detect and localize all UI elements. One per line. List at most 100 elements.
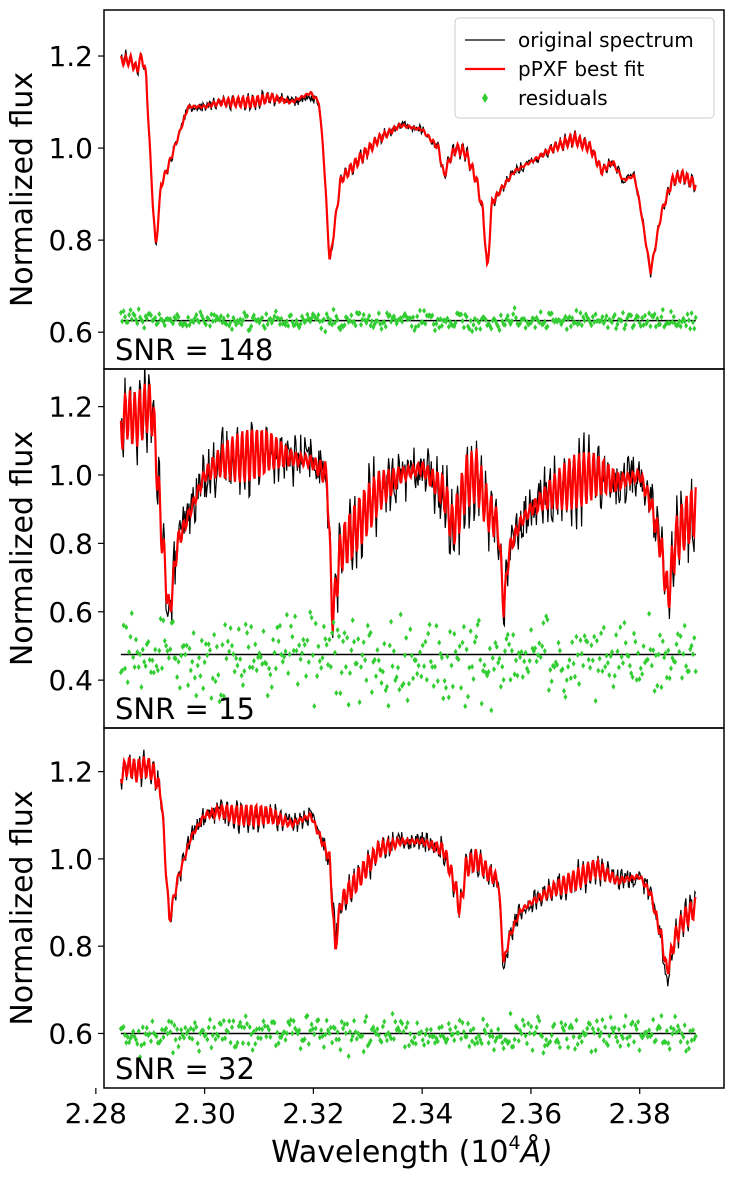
residual-point (291, 647, 296, 654)
residual-point (574, 1017, 579, 1024)
residual-point (183, 1024, 188, 1031)
residual-point (273, 308, 278, 315)
residual-point (231, 651, 236, 658)
residual-point (239, 1023, 244, 1030)
residual-point (538, 654, 543, 661)
residual-point (273, 665, 278, 672)
residual-point (590, 313, 595, 320)
residual-point (273, 1042, 278, 1049)
residual-point (423, 1031, 428, 1038)
residual-point (522, 658, 527, 665)
residual-point (673, 1013, 678, 1020)
residual-point (689, 642, 694, 649)
residual-point (476, 319, 481, 326)
residual-point (343, 1030, 348, 1037)
residual-point (238, 656, 243, 663)
residual-point (192, 674, 197, 681)
residual-point (198, 673, 203, 679)
residual-point (143, 663, 148, 670)
residual-point (251, 312, 256, 319)
residual-point (471, 676, 476, 682)
residual-point (151, 669, 156, 676)
residual-point (361, 311, 366, 318)
x-tick-label: 2.28 (65, 1097, 127, 1130)
residual-point (461, 623, 466, 630)
residual-point (192, 1019, 197, 1026)
residual-point (659, 1012, 664, 1019)
residual-point (420, 1037, 425, 1043)
residual-point (408, 315, 413, 322)
residual-point (208, 647, 212, 654)
residual-point (619, 653, 624, 660)
residual-point (489, 325, 494, 332)
residual-point (627, 662, 632, 669)
residual-point (209, 1044, 214, 1051)
residual-point (563, 313, 568, 320)
residual-point (319, 325, 324, 332)
residual-point (161, 617, 166, 624)
residual-point (621, 1035, 625, 1042)
residual-point (385, 1037, 389, 1044)
x-tick-label: 2.38 (609, 1097, 671, 1130)
y-tick-label: 1.2 (48, 391, 93, 424)
residual-point (419, 1028, 424, 1035)
residual-point (463, 703, 468, 710)
residual-point (354, 660, 359, 667)
residual-point (369, 689, 374, 696)
residual-point (394, 674, 399, 681)
residual-point (600, 1016, 605, 1023)
residual-point (289, 1017, 293, 1023)
residual-point (452, 630, 457, 637)
residual-point (365, 622, 370, 629)
residual-point (268, 671, 273, 678)
residual-point (453, 319, 458, 326)
residual-point (402, 1043, 407, 1050)
residual-point (537, 319, 542, 326)
residual-point (472, 639, 477, 645)
residual-point (389, 618, 394, 625)
residual-point (512, 1036, 517, 1043)
residual-point (570, 639, 575, 646)
residual-point (339, 1018, 344, 1025)
residual-point (540, 1033, 545, 1040)
snr-annotation: SNR = 148 (115, 333, 273, 367)
residual-point (221, 315, 226, 322)
residual-point (427, 1032, 432, 1039)
residual-point (354, 1035, 359, 1042)
residual-point (382, 1018, 387, 1025)
residual-point (498, 683, 503, 690)
residual-point (153, 646, 158, 653)
residual-point (120, 318, 125, 325)
residual-point (249, 323, 254, 330)
residual-point (533, 645, 538, 652)
residual-point (310, 1026, 315, 1032)
residual-point (681, 1034, 686, 1040)
residual-point (472, 315, 477, 322)
residual-point (467, 325, 472, 332)
residual-point (577, 319, 582, 326)
y-tick-label: 1.0 (48, 459, 93, 492)
residual-point (612, 672, 617, 679)
residual-point (144, 316, 149, 322)
residual-point (271, 636, 276, 643)
residual-point (197, 319, 202, 326)
residual-point (262, 1023, 267, 1029)
residual-point (352, 1017, 357, 1024)
residual-point (456, 656, 461, 663)
residual-point (284, 1030, 289, 1037)
residual-point (507, 641, 512, 648)
y-axis-label: Normalized flux (5, 790, 40, 1025)
residual-point (306, 659, 311, 666)
residual-point (359, 321, 363, 328)
residual-point (438, 650, 443, 657)
residual-point (601, 1037, 606, 1044)
residual-point (335, 1029, 340, 1035)
residual-point (342, 322, 347, 329)
residual-point (397, 1028, 402, 1034)
residual-point (369, 318, 374, 325)
residual-point (588, 664, 593, 671)
residual-point (611, 1029, 616, 1036)
residual-point (201, 685, 206, 692)
residual-point (666, 647, 671, 654)
residual-point (678, 633, 683, 640)
